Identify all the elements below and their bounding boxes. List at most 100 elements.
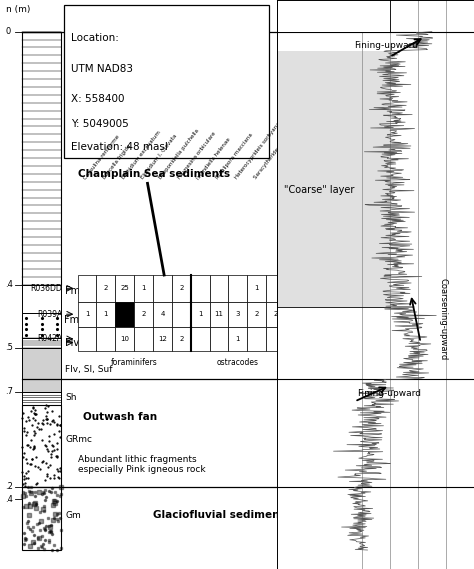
Bar <box>191 302 210 327</box>
Text: Abundant lithic fragments
especially Pink igneous rock: Abundant lithic fragments especially Pin… <box>78 455 205 475</box>
Text: "Coarse" layer: "Coarse" layer <box>284 185 355 195</box>
Bar <box>266 302 285 327</box>
Text: Fining-upward: Fining-upward <box>357 389 421 398</box>
Bar <box>247 327 266 351</box>
Bar <box>115 302 134 327</box>
Text: 2: 2 <box>104 285 108 291</box>
Text: Haynesina orbiculare: Haynesina orbiculare <box>177 131 218 180</box>
Text: Flv: Flv <box>65 337 79 348</box>
Text: Flv, SI, Suf: Flv, SI, Suf <box>65 365 113 374</box>
Bar <box>172 302 191 327</box>
Text: Elphidium excavatum: Elphidium excavatum <box>121 130 162 180</box>
Text: Outwash fan: Outwash fan <box>83 413 157 422</box>
Text: R042A: R042A <box>37 335 63 343</box>
Bar <box>134 302 153 327</box>
Bar <box>97 327 115 351</box>
Text: 1: 1 <box>104 311 108 317</box>
Text: Buccella frigida: Buccella frigida <box>102 143 132 180</box>
Bar <box>247 302 266 327</box>
Bar <box>210 327 228 351</box>
Bar <box>22 338 61 348</box>
Bar <box>22 313 61 338</box>
Text: ostracodes: ostracodes <box>217 358 259 368</box>
Bar <box>64 5 269 158</box>
Text: Rotalipora macciana: Rotalipora macciana <box>215 132 254 180</box>
Bar <box>22 405 61 487</box>
Text: Heterocyprideis sorbyana: Heterocyprideis sorbyana <box>234 121 282 180</box>
Text: .5: .5 <box>6 343 13 352</box>
Text: Fl: Fl <box>65 128 73 138</box>
Bar <box>277 51 390 307</box>
Text: 1: 1 <box>255 285 259 291</box>
Bar <box>277 0 390 32</box>
Bar <box>134 275 153 302</box>
Bar <box>153 327 172 351</box>
Bar <box>228 302 247 327</box>
Bar <box>22 348 61 392</box>
Text: Sh: Sh <box>65 393 77 402</box>
Bar <box>228 327 247 351</box>
Text: n (m): n (m) <box>6 5 30 14</box>
Text: Eoeponidella pulchella: Eoeponidella pulchella <box>158 128 201 180</box>
Bar <box>97 275 115 302</box>
Text: .4: .4 <box>6 495 13 504</box>
Text: Sarscytheridea punctillata: Sarscytheridea punctillata <box>253 120 301 180</box>
Text: Champlain Sea sediments: Champlain Sea sediments <box>78 169 230 179</box>
Text: Fm: Fm <box>65 286 80 296</box>
Bar <box>134 327 153 351</box>
Bar <box>172 327 191 351</box>
Bar <box>247 275 266 302</box>
Bar <box>115 327 134 351</box>
Text: X: 558400: X: 558400 <box>71 93 124 104</box>
Text: 10: 10 <box>120 336 129 342</box>
Text: 25: 25 <box>120 285 129 291</box>
Text: 0: 0 <box>6 27 11 36</box>
Text: 1: 1 <box>198 311 202 317</box>
Bar <box>191 327 210 351</box>
Text: Fm(d): Fm(d) <box>64 314 92 324</box>
Text: Y: 5049005: Y: 5049005 <box>71 119 128 129</box>
Text: R039A: R039A <box>37 310 63 319</box>
Text: 00_CHS_F1: 00_CHS_F1 <box>110 5 178 15</box>
Text: Elevation: 48 masl: Elevation: 48 masl <box>71 142 168 152</box>
Bar <box>78 275 97 302</box>
Text: .2: .2 <box>6 483 13 491</box>
Bar <box>78 327 97 351</box>
Bar <box>22 487 61 550</box>
Text: 2: 2 <box>255 311 259 317</box>
Bar <box>266 275 285 302</box>
Bar <box>78 302 97 327</box>
Text: Fining-upward: Fining-upward <box>355 41 419 50</box>
Bar <box>191 275 210 302</box>
Bar <box>153 275 172 302</box>
Text: 1: 1 <box>141 285 146 291</box>
Bar <box>22 284 61 313</box>
Bar <box>210 275 228 302</box>
Bar <box>97 302 115 327</box>
Text: UTM NAD83: UTM NAD83 <box>71 64 133 75</box>
Text: 2: 2 <box>141 311 146 317</box>
Text: 2: 2 <box>179 336 183 342</box>
Text: .4: .4 <box>6 280 13 289</box>
Text: .7: .7 <box>6 387 14 397</box>
Text: Gm: Gm <box>65 511 81 519</box>
Text: Location:: Location: <box>71 33 118 43</box>
Bar <box>22 392 61 405</box>
Text: Islandiella helenae: Islandiella helenae <box>196 137 232 180</box>
Bar <box>153 302 172 327</box>
Bar <box>210 302 228 327</box>
Text: 1: 1 <box>85 311 89 317</box>
Bar <box>22 32 61 284</box>
Text: 1: 1 <box>236 336 240 342</box>
Text: 3: 3 <box>236 311 240 317</box>
Bar <box>266 327 285 351</box>
Text: GRmc: GRmc <box>65 435 92 444</box>
Text: 2: 2 <box>179 285 183 291</box>
Bar <box>115 275 134 302</box>
Bar <box>228 275 247 302</box>
Text: Elphidium I. Clavata: Elphidium I. Clavata <box>140 134 178 180</box>
Text: 2: 2 <box>273 311 278 317</box>
Text: foraminifers: foraminifers <box>111 358 157 368</box>
Text: Coarsening-upward: Coarsening-upward <box>438 278 447 360</box>
Text: 12: 12 <box>158 336 167 342</box>
